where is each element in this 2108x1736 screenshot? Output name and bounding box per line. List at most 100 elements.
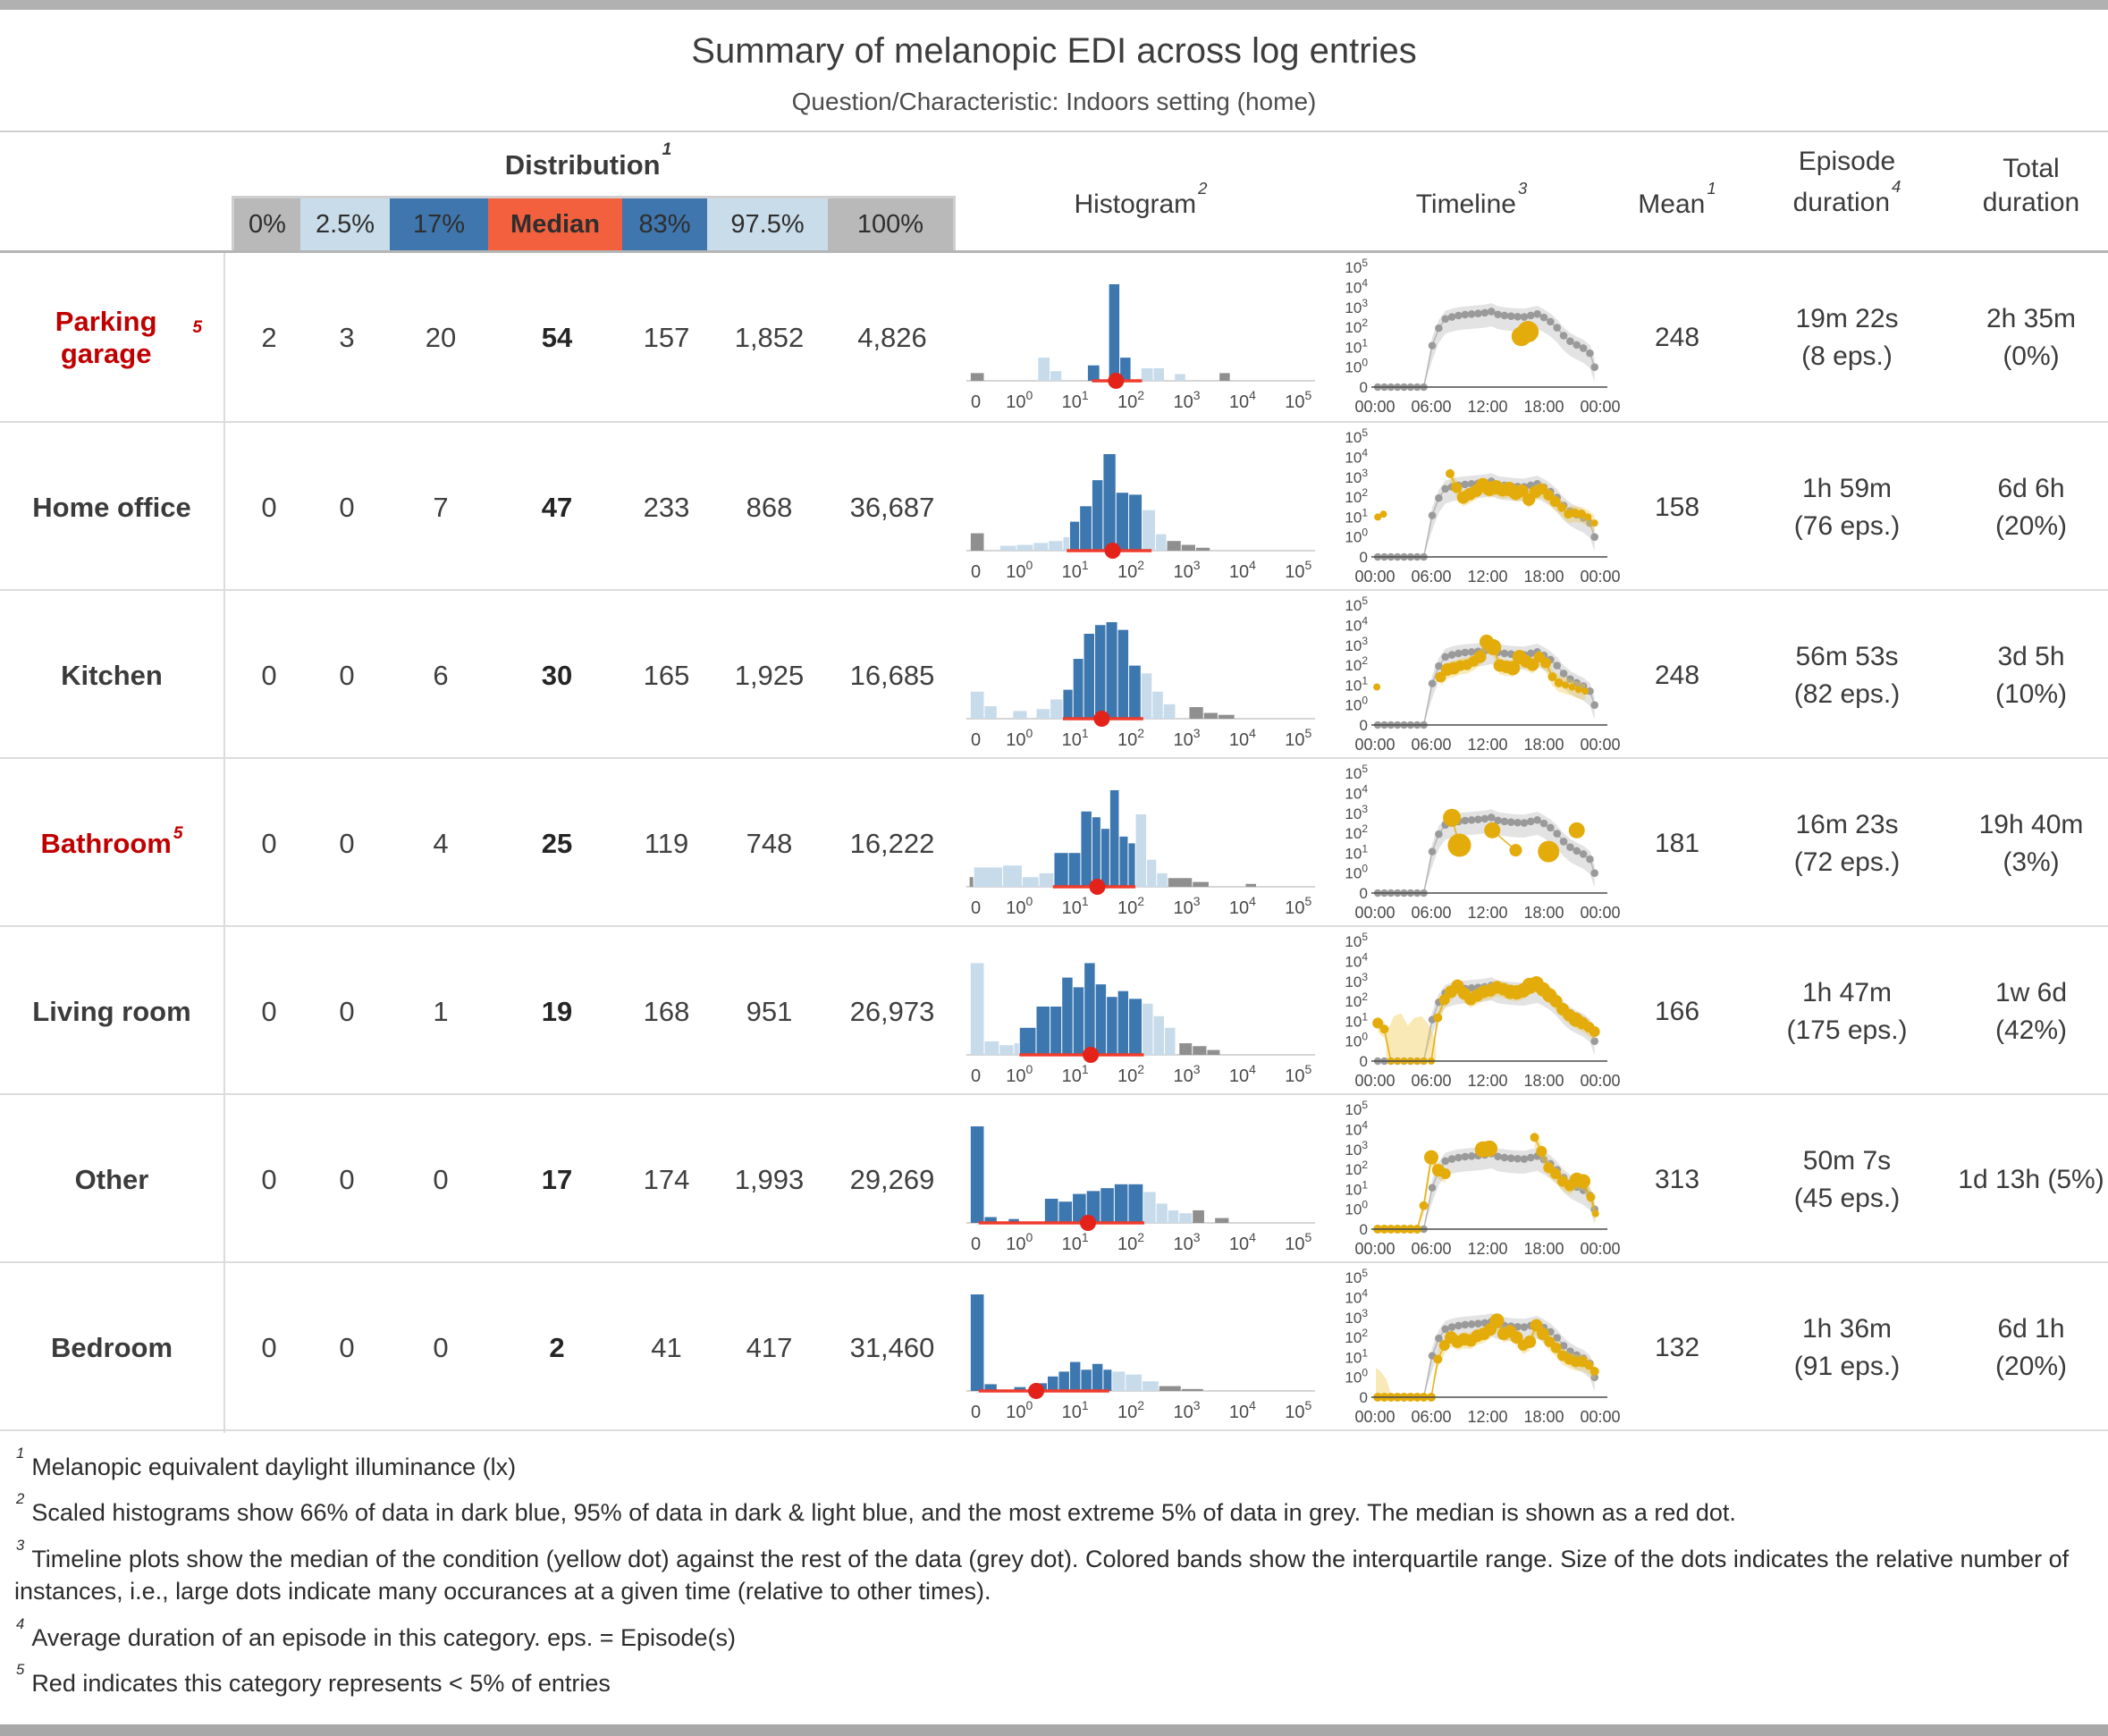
svg-text:103: 103 [1173,1398,1200,1422]
total-duration-text: 1d 13h (5%) [1958,1165,2104,1194]
dist-value-0pct: 0 [261,1164,277,1195]
svg-text:101: 101 [1062,894,1089,918]
svg-text:103: 103 [1173,1062,1200,1086]
svg-text:104: 104 [1229,558,1256,582]
svg-text:103: 103 [1345,803,1368,822]
dist-value-100pct: 16,222 [849,828,935,859]
dist-value-Median: 19 [541,996,573,1027]
total-duration-text: 1w 6d (42%) [1994,978,2068,1045]
svg-text:103: 103 [1345,971,1368,990]
svg-text:12:00: 12:00 [1467,1240,1507,1258]
distribution-values: 0 0 0 2 41 417 31,460 [223,1263,953,1433]
svg-text:104: 104 [1229,1230,1256,1254]
distribution-header-label: Distribution 1 [504,140,672,181]
svg-text:0: 0 [1360,885,1368,902]
mean-value: 248 [1654,661,1700,690]
table-header: Distribution 1 0% 2.5% 17% Median 83% 97.5% 100… [0,131,2108,253]
svg-text:101: 101 [1062,726,1089,750]
timeline-cell: 105 104 103 102 101 100 0 00:00 06:00 12:00 18:00 0… [1328,759,1620,929]
dist-value-0pct: 0 [261,996,277,1027]
svg-text:105: 105 [1345,1099,1368,1118]
dist-value-97.5pct: 417 [746,1332,793,1363]
episode-duration: 1h 59m (76 eps.) [1740,423,1954,593]
svg-text:103: 103 [1345,297,1368,316]
distribution-values: 0 0 4 25 119 748 16,222 [223,759,953,929]
svg-text:103: 103 [1173,388,1200,412]
svg-text:0: 0 [1360,1221,1368,1238]
footnote-marker: 5 [173,824,183,844]
total-duration: 2h 35m (0%) [1954,253,2108,423]
episode-duration: 1h 47m (175 eps.) [1740,927,1954,1097]
svg-text:105: 105 [1345,931,1368,950]
total-duration: 1w 6d (42%) [1954,927,2108,1097]
dist-value-83pct: 165 [643,660,690,691]
svg-text:00:00: 00:00 [1580,736,1620,754]
episode-duration: 50m 7s (45 eps.) [1740,1095,1954,1265]
dist-value-17pct: 1 [433,996,449,1027]
svg-text:18:00: 18:00 [1523,398,1564,416]
svg-text:06:00: 06:00 [1411,736,1451,754]
episode-duration: 56m 53s (82 eps.) [1740,591,1954,761]
percentile-legend: 0% 2.5% 17% Median 83% 97.5% 100% [232,196,956,250]
percentile-box-17pct: 17% [390,198,488,250]
episode-duration-text: 1h 36m (91 eps.) [1793,1314,1901,1381]
total-duration: 6d 1h (20%) [1954,1263,2108,1433]
histogram-cell: 0 100 101 102 103 104 105 [953,423,1328,593]
timeline-cell: 105 104 103 102 101 100 0 00:00 06:00 12:00 18:00 0… [1328,253,1620,423]
dist-value-100pct: 31,460 [849,1332,935,1363]
svg-text:0: 0 [1360,1053,1368,1070]
dist-value-83pct: 233 [643,492,690,523]
dist-value-0pct: 0 [261,660,277,691]
total-duration: 19h 40m (3%) [1954,759,2108,929]
row-label: Bedroom [50,1332,173,1363]
histogram-cell: 0 100 101 102 103 104 105 [953,1095,1328,1265]
svg-text:102: 102 [1345,822,1368,842]
header-total-duration: Total duration [1982,154,2080,217]
total-duration: 3d 5h (10%) [1954,591,2108,761]
episode-duration: 16m 23s (72 eps.) [1740,759,1954,929]
table-body: Parking garage 5 2 3 20 54 157 1,852 4,826 0 100 10… [0,253,2108,1433]
dist-value-2.5pct: 0 [339,660,355,691]
svg-text:100: 100 [1006,1062,1033,1086]
footnote-marker: 5 [16,1660,25,1678]
footnote-marker: 2 [16,1490,25,1508]
mean-value: 181 [1654,829,1700,858]
episode-duration: 1h 36m (91 eps.) [1740,1263,1954,1433]
dist-value-83pct: 174 [643,1164,690,1195]
histogram-chart: 0 100 101 102 103 104 105 [966,622,1315,750]
svg-text:104: 104 [1229,726,1256,750]
footnote-marker: 1 [662,140,672,160]
dist-value-100pct: 26,973 [849,996,935,1027]
footnotes: 1Melanopic equivalent daylight illuminan… [0,1431,2108,1717]
table-row: Living room 0 0 1 19 168 951 26,973 0 100 101 102 10… [0,925,2108,1097]
svg-text:00:00: 00:00 [1354,1072,1395,1090]
svg-text:102: 102 [1117,1230,1144,1254]
svg-text:18:00: 18:00 [1523,1408,1564,1426]
distribution-values: 0 0 6 30 165 1,925 16,685 [223,591,953,761]
svg-text:0: 0 [971,898,981,918]
svg-text:18:00: 18:00 [1523,568,1564,586]
row-label: Parking garage 5 [55,306,202,369]
svg-text:12:00: 12:00 [1467,904,1507,922]
svg-text:100: 100 [1006,1398,1033,1422]
table-row: Other 0 0 0 17 174 1,993 29,269 0 100 101 102 103 104… [0,1093,2108,1265]
svg-text:104: 104 [1345,1287,1368,1307]
svg-text:103: 103 [1173,558,1200,582]
svg-text:104: 104 [1345,1119,1368,1139]
mean-value: 248 [1654,323,1700,352]
svg-text:100: 100 [1345,1367,1368,1386]
svg-text:102: 102 [1345,654,1368,674]
bottom-border-bar [0,1723,2108,1736]
dist-value-17pct: 0 [433,1164,449,1195]
svg-text:101: 101 [1062,558,1089,582]
timeline-cell: 105 104 103 102 101 100 0 00:00 06:00 12:00 18:00 0… [1328,423,1620,593]
total-duration-text: 6d 6h (20%) [1994,474,2068,541]
percentile-box-100pct: 100% [828,198,953,250]
svg-text:105: 105 [1285,726,1311,750]
